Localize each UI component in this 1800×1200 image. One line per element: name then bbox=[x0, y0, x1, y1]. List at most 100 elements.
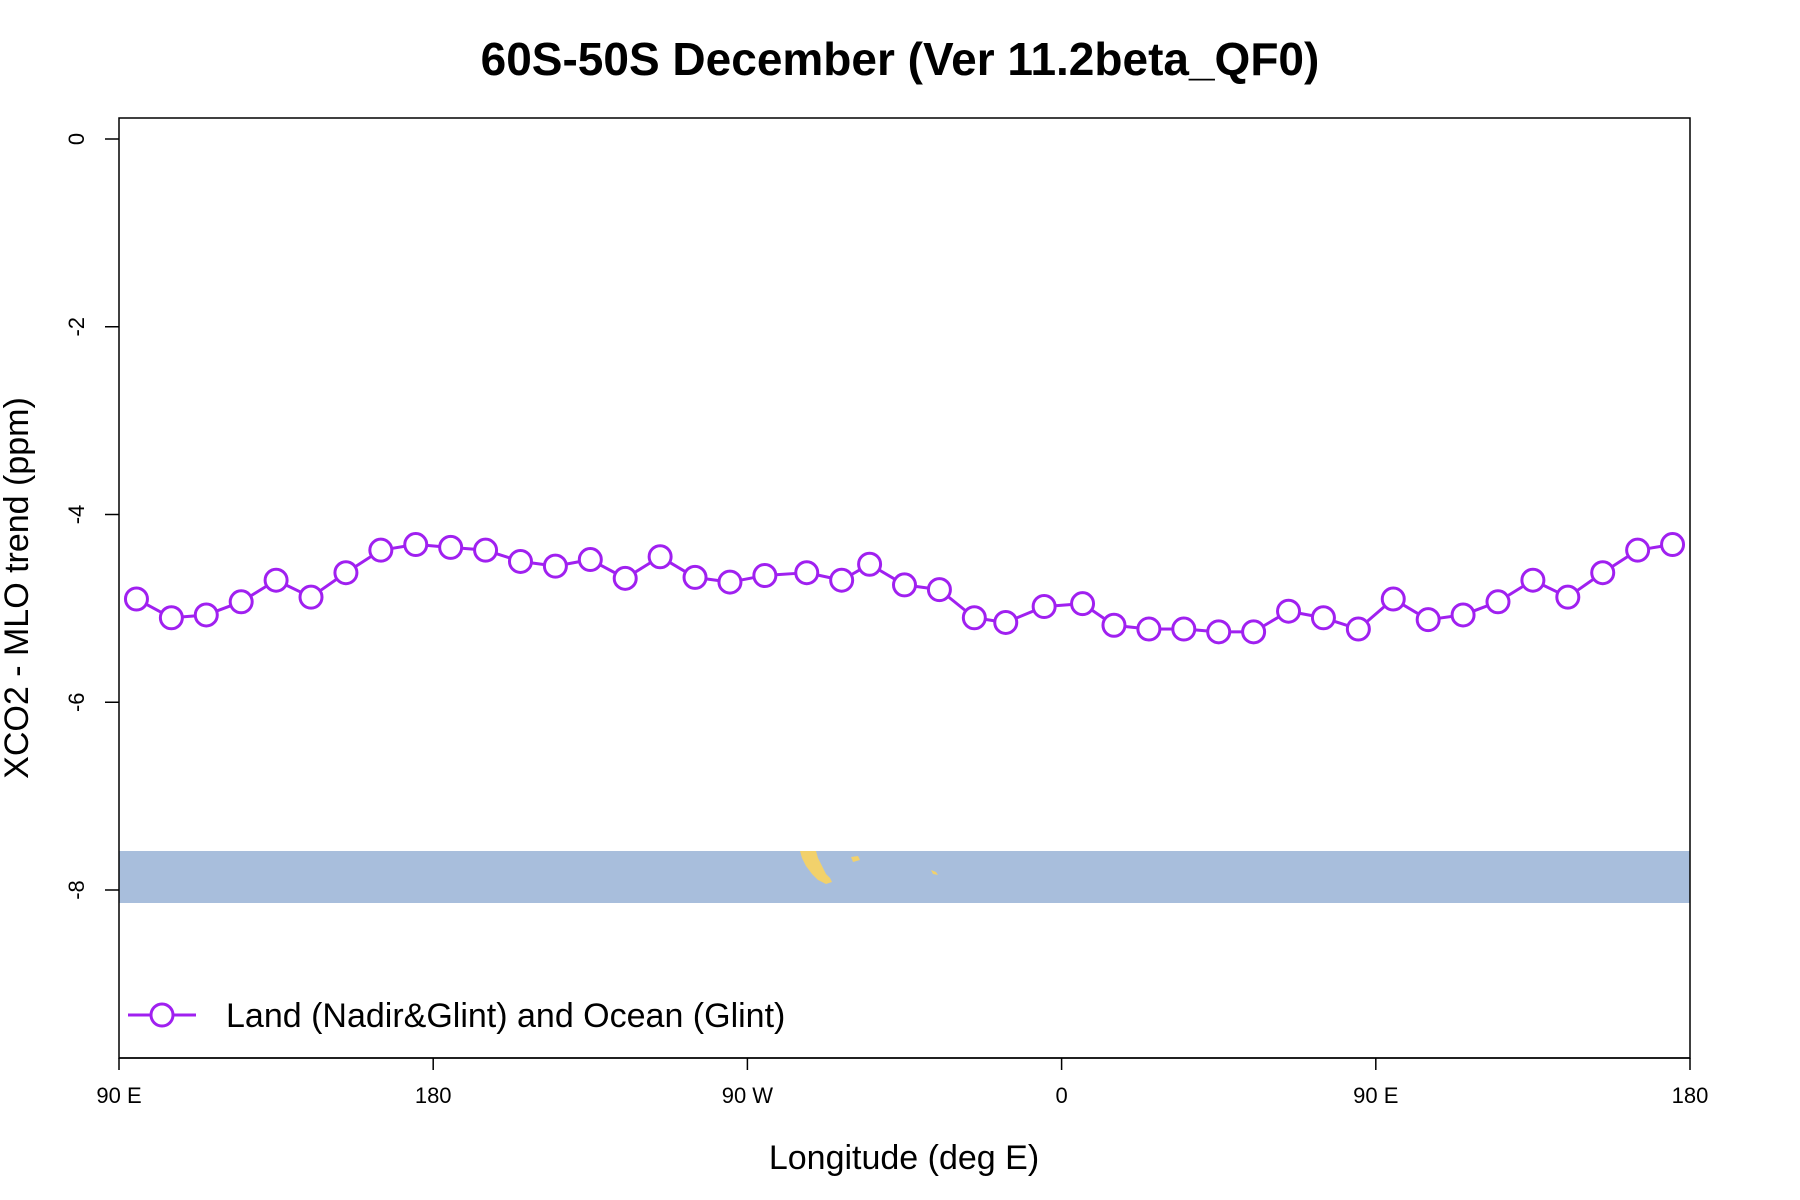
data-point bbox=[892, 572, 917, 598]
data-point bbox=[1070, 591, 1096, 617]
legend-marker bbox=[149, 1002, 175, 1028]
series-line-segment bbox=[1542, 583, 1559, 594]
series-line-segment bbox=[319, 577, 338, 593]
data-point bbox=[647, 544, 673, 570]
series-line-segment bbox=[391, 544, 406, 550]
data-point bbox=[1555, 584, 1581, 610]
data-point bbox=[1136, 616, 1162, 642]
data-point bbox=[542, 553, 568, 579]
data-point bbox=[1031, 593, 1057, 619]
series-line-segment bbox=[1506, 584, 1525, 598]
y-tick-label: -8 bbox=[64, 880, 89, 900]
map-ocean bbox=[119, 851, 1690, 903]
series-line-segment bbox=[1438, 614, 1453, 620]
map-land-falklands bbox=[851, 856, 860, 862]
series-line-segment bbox=[354, 554, 373, 568]
x-tick-label: 0 bbox=[1055, 1083, 1067, 1108]
series-line-segment bbox=[1611, 554, 1630, 568]
series-line-segment bbox=[775, 571, 796, 577]
series-line-segment bbox=[984, 617, 996, 623]
data-point bbox=[857, 551, 883, 577]
data-point bbox=[507, 548, 533, 574]
legend: Land (Nadir&Glint) and Ocean (Glint) bbox=[128, 997, 785, 1035]
map-land-south-america bbox=[800, 851, 832, 884]
series-line-segment bbox=[426, 543, 440, 548]
series-line-segment bbox=[285, 583, 302, 594]
series-line-segment bbox=[740, 576, 755, 582]
data-point bbox=[1171, 616, 1197, 642]
series-line-segment bbox=[633, 561, 652, 574]
series-line-segment bbox=[1333, 619, 1349, 628]
series-line-segment bbox=[531, 561, 545, 567]
series-line-segment bbox=[182, 614, 196, 619]
series-line-segment bbox=[1365, 605, 1386, 623]
series-line-segment bbox=[878, 568, 896, 581]
data-point bbox=[1590, 560, 1616, 586]
data-point bbox=[158, 605, 184, 631]
data-point bbox=[926, 577, 952, 603]
data-point bbox=[473, 537, 499, 563]
series-line-segment bbox=[1015, 609, 1035, 620]
series-line-segment bbox=[1575, 577, 1595, 593]
series-line-segment bbox=[1472, 604, 1489, 613]
data-point bbox=[1415, 607, 1441, 633]
data-point bbox=[1206, 619, 1232, 645]
data-point bbox=[123, 586, 149, 612]
series-line-segment bbox=[1055, 602, 1072, 608]
data-point bbox=[993, 609, 1019, 635]
x-axis-title: Longitude (deg E) bbox=[769, 1139, 1039, 1177]
x-tick-label: 180 bbox=[1672, 1083, 1709, 1108]
data-point bbox=[682, 564, 708, 590]
data-point bbox=[612, 565, 638, 591]
y-tick-label: 0 bbox=[64, 133, 89, 145]
series-line-segment bbox=[1194, 628, 1208, 633]
x-tick-label: 180 bbox=[415, 1083, 452, 1108]
data-point bbox=[717, 569, 743, 595]
legend-label: Land (Nadir&Glint) and Ocean (Glint) bbox=[226, 997, 785, 1035]
x-axis: 90 E 180 90 W 0 90 E 180 bbox=[96, 1057, 1709, 1108]
series-line-segment bbox=[1124, 624, 1139, 630]
data-point bbox=[1380, 586, 1406, 612]
series-line-segment bbox=[947, 595, 967, 613]
data-point bbox=[961, 605, 987, 631]
data-point bbox=[228, 589, 254, 615]
series-line-segment bbox=[495, 552, 511, 560]
x-tick-label: 90 E bbox=[1353, 1083, 1398, 1108]
y-tick-label: -6 bbox=[64, 692, 89, 712]
series-line-segment bbox=[249, 584, 268, 598]
series-line-segment bbox=[216, 604, 232, 613]
data-point bbox=[794, 560, 820, 586]
x-tick-label: 90 W bbox=[722, 1083, 774, 1108]
data-point bbox=[1485, 589, 1511, 615]
series-line-segment bbox=[705, 577, 720, 583]
y-tick-label: -2 bbox=[64, 317, 89, 337]
data-point bbox=[1450, 602, 1476, 628]
data-point bbox=[1276, 598, 1302, 624]
y-tick-label: -4 bbox=[64, 505, 89, 525]
series-line-segment bbox=[1299, 611, 1313, 618]
data-point bbox=[298, 584, 324, 610]
series-line-segment bbox=[668, 561, 687, 574]
map-land-south-georgia bbox=[931, 870, 938, 875]
series-line-segment bbox=[817, 573, 832, 580]
map-strip bbox=[119, 851, 1690, 903]
series-line-segment bbox=[1090, 608, 1106, 621]
data-point bbox=[438, 534, 464, 560]
series-line-segment bbox=[1401, 603, 1420, 616]
series-line-segment bbox=[915, 584, 929, 590]
series-line-segment bbox=[1262, 615, 1280, 628]
data-point bbox=[333, 560, 359, 586]
series-line-segment bbox=[850, 568, 861, 577]
series-line-segment bbox=[1648, 544, 1662, 550]
series-line-segment bbox=[145, 602, 163, 614]
series-layer bbox=[123, 532, 1686, 645]
data-point bbox=[403, 532, 429, 558]
data-point bbox=[1625, 537, 1651, 563]
series-line-segment bbox=[565, 560, 580, 566]
data-point bbox=[1101, 612, 1127, 638]
data-point bbox=[577, 547, 603, 573]
data-point bbox=[829, 567, 855, 593]
chart-title: 60S-50S December (Ver 11.2beta_QF0) bbox=[481, 33, 1320, 85]
data-point bbox=[1520, 567, 1546, 593]
